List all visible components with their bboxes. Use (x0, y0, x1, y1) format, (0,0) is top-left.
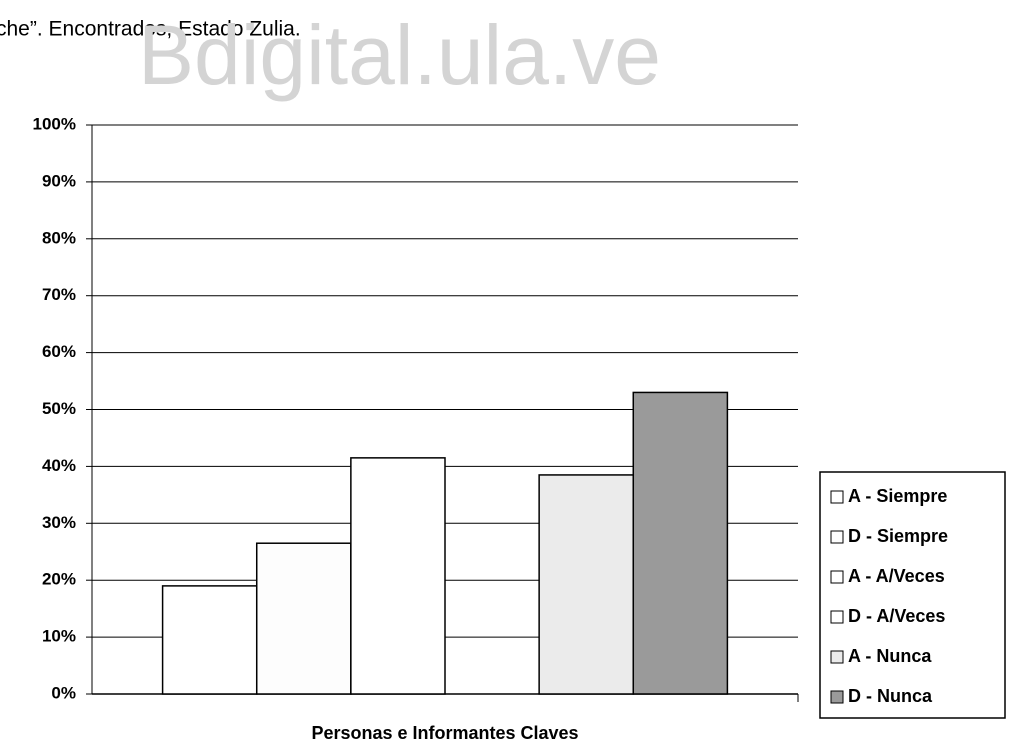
bar (161, 585, 258, 695)
bar (255, 542, 352, 695)
x-axis-label: Personas e Informantes Claves (311, 723, 578, 743)
legend-label: A - A/Veces (848, 566, 945, 586)
y-tick-label: 20% (42, 570, 76, 589)
y-tick-label: 70% (42, 285, 76, 304)
legend-box (819, 471, 1006, 719)
legend-label: D - Nunca (848, 686, 933, 706)
bar (350, 457, 446, 695)
header-text: che”. Encontrados, Estado Zulia. (0, 18, 301, 41)
bar (632, 391, 729, 695)
y-tick-label: 90% (42, 171, 76, 190)
legend-swatch (830, 530, 844, 544)
bar (538, 474, 635, 695)
y-tick-label: 60% (42, 342, 76, 361)
y-tick-label: 40% (42, 456, 76, 475)
y-tick-label: 0% (51, 683, 76, 702)
legend-swatch (830, 610, 844, 624)
legend-swatch (830, 490, 844, 504)
y-tick-label: 50% (42, 399, 76, 418)
y-tick-label: 80% (42, 228, 76, 247)
legend-swatch (830, 690, 844, 704)
y-tick-label: 30% (42, 513, 76, 532)
y-tick-label: 10% (42, 627, 76, 646)
legend-label: D - A/Veces (848, 606, 945, 626)
legend-swatch (830, 650, 844, 664)
y-tick-label: 100% (33, 114, 76, 133)
legend-label: A - Nunca (848, 646, 932, 666)
legend-swatch (830, 570, 844, 584)
legend-label: D - Siempre (848, 526, 948, 546)
watermark: Bdigital.ula.ve (138, 8, 661, 102)
legend-label: A - Siempre (848, 486, 947, 506)
